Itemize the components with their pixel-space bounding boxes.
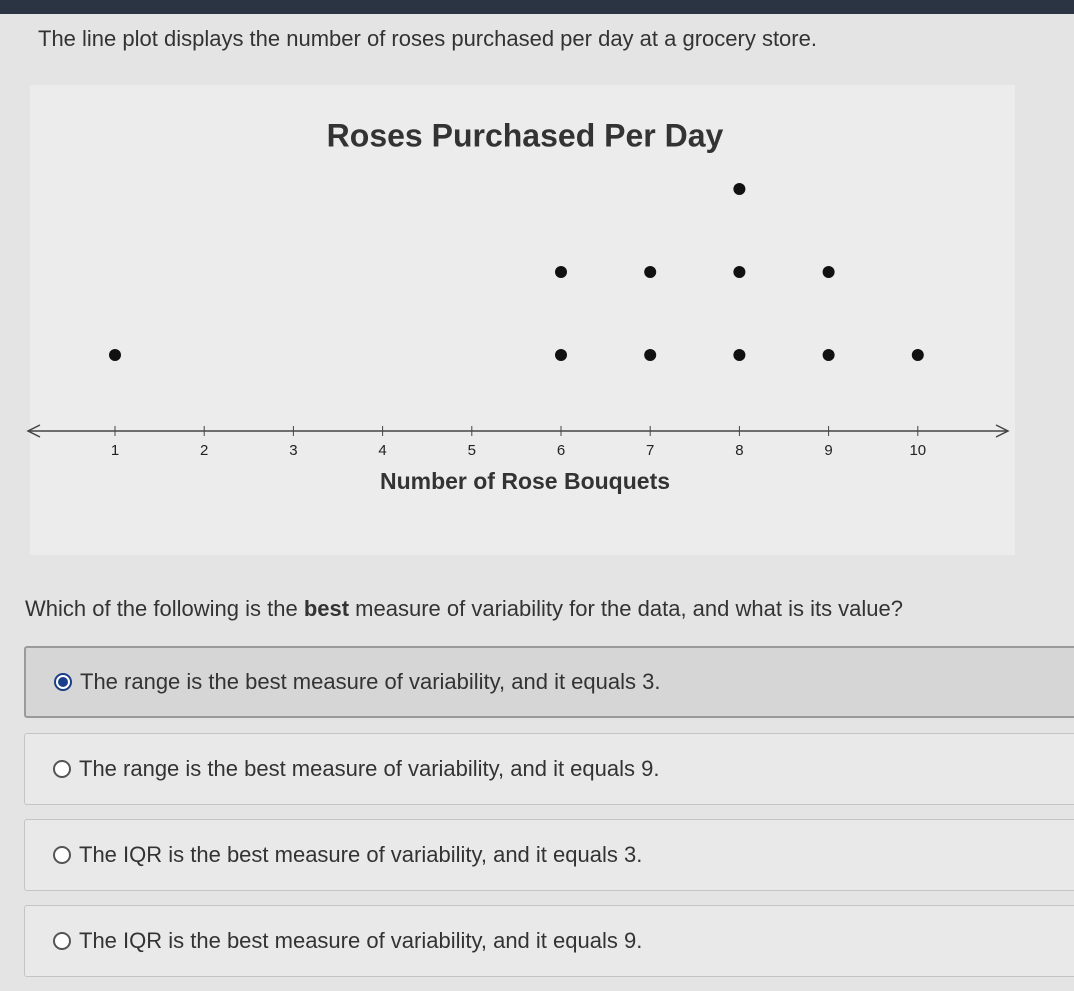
dot: [822, 266, 835, 278]
chart-title: Roses Purchased Per Day: [327, 117, 724, 153]
dot: [733, 349, 746, 361]
dot: [109, 349, 121, 361]
top-bar: [0, 0, 1074, 14]
x-tick-label: 7: [646, 442, 654, 459]
x-tick-label: 1: [111, 442, 119, 459]
x-tick-label: 2: [200, 442, 208, 459]
answer-option[interactable]: The range is the best measure of variabi…: [24, 646, 1074, 718]
x-tick-label: 4: [378, 442, 386, 459]
answer-option[interactable]: The IQR is the best measure of variabili…: [24, 905, 1074, 977]
radio-button[interactable]: [53, 846, 71, 864]
dot: [733, 183, 746, 195]
radio-button[interactable]: [54, 673, 72, 691]
option-text: The IQR is the best measure of variabili…: [79, 928, 643, 953]
dot: [555, 349, 567, 361]
answer-option[interactable]: The range is the best measure of variabi…: [24, 733, 1074, 805]
dot: [822, 349, 835, 361]
question-text: measure of variability for the data, and…: [349, 596, 904, 621]
dot: [911, 349, 924, 361]
intro-text: The line plot displays the number of ros…: [38, 26, 817, 51]
radio-button[interactable]: [53, 932, 71, 950]
dot: [644, 266, 657, 278]
question: Which of the following is the best measu…: [25, 596, 903, 622]
x-tick-label: 10: [909, 442, 926, 459]
axis-arrows: [26, 424, 1010, 438]
chart: Roses Purchased Per Day Number of Rose B…: [26, 85, 1015, 555]
x-tick-label: 5: [468, 442, 476, 459]
x-tick-label: 9: [824, 442, 832, 459]
question-text: Which of the following is the: [25, 596, 304, 621]
option-text: The range is the best measure of variabi…: [79, 756, 660, 781]
dot: [644, 349, 657, 361]
dot: [555, 266, 567, 278]
x-tick-label: 8: [735, 442, 743, 459]
x-tick-label: 6: [557, 442, 565, 459]
option-text: The IQR is the best measure of variabili…: [79, 842, 643, 867]
answer-option[interactable]: The IQR is the best measure of variabili…: [24, 819, 1074, 891]
question-emphasis: best: [303, 596, 350, 621]
dot: [733, 266, 746, 278]
option-text: The range is the best measure of variabi…: [80, 669, 661, 694]
x-axis-label: Number of Rose Bouquets: [380, 468, 670, 494]
radio-button[interactable]: [53, 760, 71, 778]
chart-panel: [30, 85, 1015, 555]
x-tick-label: 3: [289, 442, 297, 459]
